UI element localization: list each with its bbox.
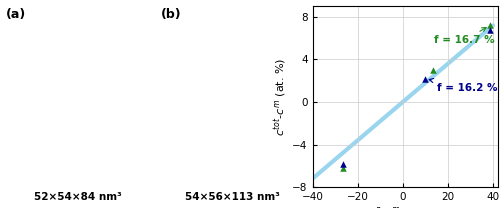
- Point: [339, 162, 347, 165]
- Text: (b): (b): [161, 8, 182, 21]
- Point: [422, 77, 430, 80]
- Text: f = 16.2 %: f = 16.2 %: [429, 78, 497, 93]
- Point: [429, 68, 437, 72]
- Text: (a): (a): [6, 8, 26, 21]
- Point: [486, 24, 494, 27]
- Text: f = 16.7 %: f = 16.7 %: [434, 27, 495, 46]
- Point: [339, 166, 347, 170]
- Text: 54×56×113 nm³: 54×56×113 nm³: [185, 192, 280, 202]
- Point: [486, 28, 494, 31]
- X-axis label: $c^{p}$-$c^{m}$ (at. %): $c^{p}$-$c^{m}$ (at. %): [369, 205, 441, 208]
- Y-axis label: $c^{tot}$-$c^{m}$ (at. %): $c^{tot}$-$c^{m}$ (at. %): [273, 57, 289, 136]
- Text: 52×54×84 nm³: 52×54×84 nm³: [34, 192, 122, 202]
